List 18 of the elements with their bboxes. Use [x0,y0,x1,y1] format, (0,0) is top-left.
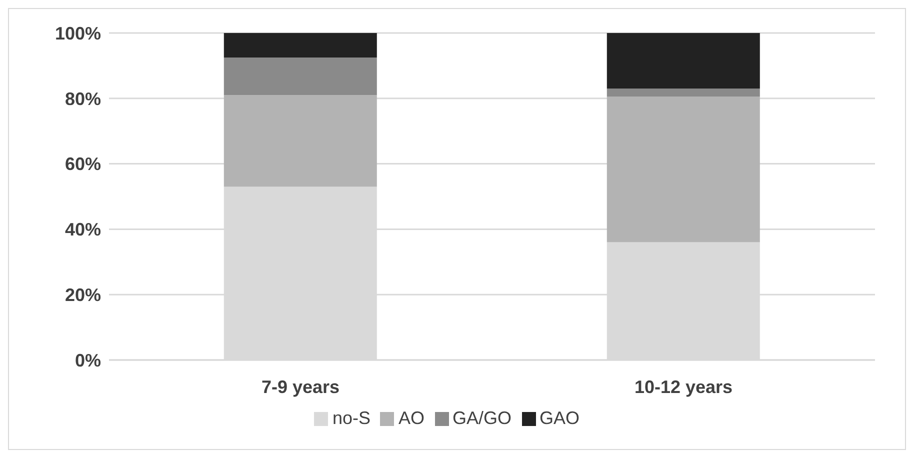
y-tick-label: 40% [64,220,101,240]
y-tick-label: 0% [74,350,101,370]
x-tick-label: 7-9 years [261,376,340,397]
bar [224,33,377,58]
y-tick-label: 100% [54,23,101,44]
y-tick-label: 80% [64,88,101,109]
y-tick-label: 60% [64,154,101,174]
bar [606,96,760,242]
legend-label: AO [398,408,424,428]
x-tick-label: 10-12 years [634,376,733,397]
legend-label: no-S [332,408,370,428]
legend-label: GAO [540,408,580,428]
bar [606,33,760,89]
bar [606,88,760,97]
legend-label: GA/GO [452,408,512,428]
bar [224,95,377,187]
y-tick-label: 20% [64,284,101,305]
bar [224,58,377,96]
